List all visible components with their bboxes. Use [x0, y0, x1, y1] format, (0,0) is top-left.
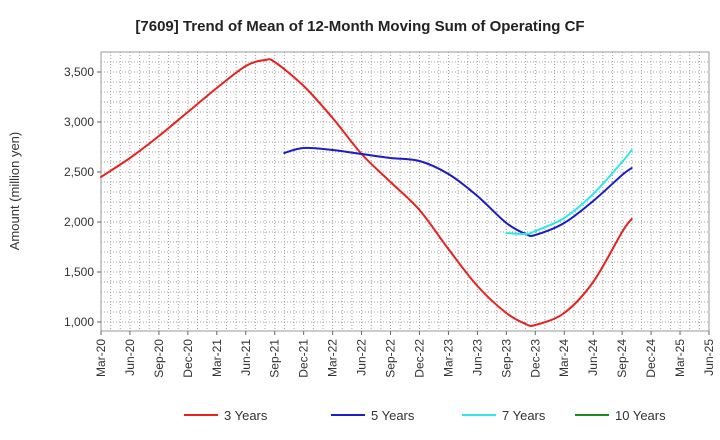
x-tick-label: Jun-20	[123, 339, 137, 376]
y-tick-label: 1,000	[64, 315, 94, 329]
legend-label: 7 Years	[502, 408, 546, 423]
x-tick-label: Jun-21	[239, 339, 253, 376]
grid-lines	[101, 52, 709, 331]
x-tick-label: Mar-24	[557, 339, 571, 377]
x-tick-label: Sep-23	[499, 339, 513, 378]
series-line-7-years	[505, 149, 633, 236]
x-tick-label: Sep-22	[384, 339, 398, 378]
x-tick-label: Jun-24	[586, 339, 600, 376]
x-tick-label: Mar-21	[210, 339, 224, 377]
series-lines	[100, 58, 633, 327]
legend-label: 3 Years	[224, 408, 268, 423]
x-tick-label: Jun-25	[702, 339, 716, 376]
y-axis-label: Amount (million yen)	[7, 132, 22, 251]
x-tick-label: Sep-20	[152, 339, 166, 378]
x-tick-label: Dec-22	[412, 339, 426, 378]
y-tick-label: 3,000	[64, 115, 94, 129]
legend: 3 Years 5 Years 7 Years 10 Years	[184, 408, 666, 423]
x-tick-label: Dec-20	[181, 339, 195, 378]
x-tick-label: Dec-23	[528, 339, 542, 378]
x-tick-label: Sep-21	[268, 339, 282, 378]
x-tick-label: Jun-22	[355, 339, 369, 376]
x-tick-label: Mar-25	[673, 339, 687, 377]
x-tick-label: Mar-22	[326, 339, 340, 377]
chart-title: [7609] Trend of Mean of 12-Month Moving …	[135, 18, 584, 35]
x-tick-label: Jun-23	[470, 339, 484, 376]
y-tick-label: 3,500	[64, 65, 94, 79]
x-tick-label: Dec-21	[297, 339, 311, 378]
series-line-3-years	[100, 58, 633, 327]
x-tick-label: Mar-20	[94, 339, 108, 377]
y-axis: 1,000 1,500 2,000 2,500 3,000 3,500	[64, 65, 101, 329]
x-tick-label: Sep-24	[615, 339, 629, 378]
y-tick-label: 2,500	[64, 165, 94, 179]
y-tick-label: 2,000	[64, 215, 94, 229]
legend-label: 10 Years	[615, 408, 666, 423]
x-tick-label: Mar-23	[441, 339, 455, 377]
x-axis: Mar-20 Jun-20 Sep-20 Dec-20 Mar-21 Jun-21 Sep-…	[94, 331, 716, 378]
y-tick-label: 1,500	[64, 265, 94, 279]
legend-label: 5 Years	[371, 408, 415, 423]
x-tick-label: Dec-24	[644, 339, 658, 378]
series-line-5-years	[283, 146, 633, 237]
